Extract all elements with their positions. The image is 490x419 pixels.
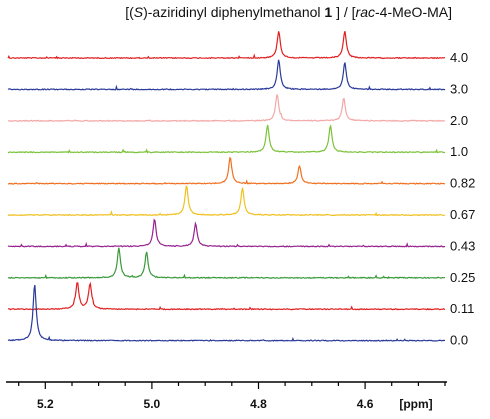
spectrum-trace-4-0: 4.0 — [7, 31, 468, 65]
spectrum-line — [7, 218, 446, 248]
x-tick-label: 4.6 — [357, 397, 374, 411]
spectrum-trace-0-11: 0.11 — [7, 281, 474, 316]
x-tick-label: 4.8 — [250, 397, 267, 411]
spectra-traces: 4.0 3.0 2.0 1.0 0.82 0.67 0.43 0.25 0.11 0.0 — [7, 31, 475, 348]
spectrum-trace-1-0: 1.0 — [8, 124, 468, 159]
x-tick-label: 5.0 — [144, 397, 161, 411]
ratio-label: 2.0 — [450, 113, 468, 128]
spectrum-line — [7, 185, 446, 217]
spectrum-line — [7, 31, 446, 60]
spectrum-trace-0-25: 0.25 — [7, 247, 475, 285]
spectrum-line — [8, 94, 446, 122]
title-part-rac: rac — [356, 4, 375, 20]
x-axis: 5.2 5.0 4.8 4.6 — [6, 381, 447, 411]
spectrum-line — [7, 247, 446, 280]
ratio-label: 0.43 — [450, 238, 475, 253]
ratio-label: 0.11 — [450, 301, 474, 316]
spectrum-line — [8, 156, 446, 185]
spectrum-trace-0-67: 0.67 — [7, 185, 475, 222]
ratio-label: 0.25 — [450, 270, 475, 285]
ratio-label: 0.67 — [450, 207, 475, 222]
title-part-compound: )-aziridinyl diphenylmethanol — [143, 4, 324, 20]
ratio-label: 3.0 — [450, 81, 468, 96]
title-part-open: [( — [125, 4, 134, 20]
spectrum-line — [8, 124, 446, 154]
spectrum-trace-0-82: 0.82 — [8, 156, 475, 191]
ratio-label: 4.0 — [450, 50, 468, 65]
spectrum-trace-3-0: 3.0 — [7, 59, 468, 96]
spectrum-line — [7, 281, 446, 311]
title-part-acid: -4-MeO-MA] — [375, 4, 452, 20]
spectrum-trace-0-43: 0.43 — [7, 218, 475, 253]
spectrum-line — [7, 59, 446, 91]
title-part-separator: ] / [ — [332, 4, 355, 20]
spectrum-trace-0-0: 0.0 — [7, 284, 468, 348]
spectrum-line — [7, 284, 446, 342]
title-part-s: S — [134, 4, 144, 20]
ratio-label: 0.0 — [450, 333, 468, 348]
chart-title: [(S)-aziridinyl diphenylmethanol 1 ] / [… — [125, 4, 452, 20]
x-tick-label: 5.2 — [37, 397, 54, 411]
spectrum-trace-2-0: 2.0 — [8, 94, 468, 128]
ratio-label: 1.0 — [450, 144, 468, 159]
title-part-compound-number: 1 — [324, 4, 332, 20]
ratio-label: 0.82 — [450, 176, 475, 191]
x-axis-unit-label: [ppm] — [399, 397, 432, 411]
